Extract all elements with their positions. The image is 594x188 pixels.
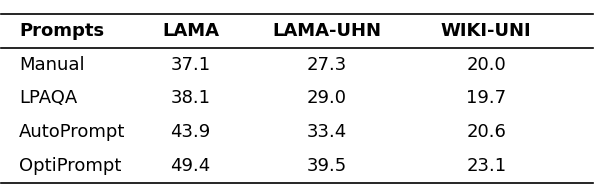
Text: LPAQA: LPAQA xyxy=(19,89,77,107)
Text: 49.4: 49.4 xyxy=(170,157,211,175)
Text: Manual: Manual xyxy=(19,56,85,74)
Text: Prompts: Prompts xyxy=(19,22,105,40)
Text: 19.7: 19.7 xyxy=(466,89,506,107)
Text: 29.0: 29.0 xyxy=(307,89,346,107)
Text: AutoPrompt: AutoPrompt xyxy=(19,123,125,141)
Text: LAMA: LAMA xyxy=(162,22,219,40)
Text: 23.1: 23.1 xyxy=(466,157,506,175)
Text: LAMA-UHN: LAMA-UHN xyxy=(272,22,381,40)
Text: WIKI-UNI: WIKI-UNI xyxy=(441,22,532,40)
Text: 33.4: 33.4 xyxy=(307,123,347,141)
Text: OptiPrompt: OptiPrompt xyxy=(19,157,122,175)
Text: 20.6: 20.6 xyxy=(466,123,506,141)
Text: 38.1: 38.1 xyxy=(170,89,211,107)
Text: 27.3: 27.3 xyxy=(307,56,347,74)
Text: 20.0: 20.0 xyxy=(466,56,506,74)
Text: 43.9: 43.9 xyxy=(170,123,211,141)
Text: 37.1: 37.1 xyxy=(170,56,211,74)
Text: 39.5: 39.5 xyxy=(307,157,347,175)
